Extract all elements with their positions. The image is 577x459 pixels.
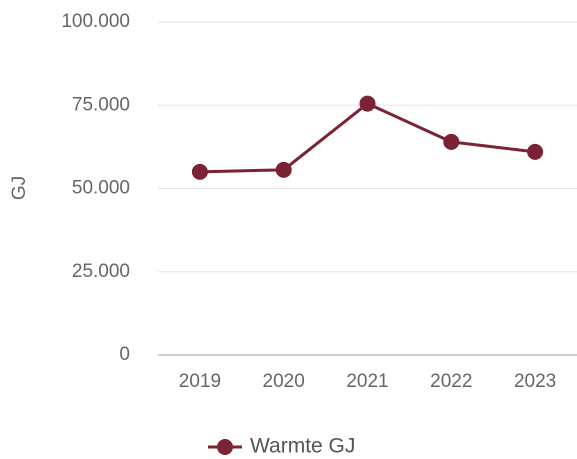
legend-label: Warmte GJ xyxy=(250,435,355,458)
legend-marker xyxy=(217,439,233,455)
point xyxy=(527,143,544,160)
x-tick-label: 2022 xyxy=(430,371,472,392)
y-tick-label: 0 xyxy=(119,344,130,365)
y-tick-label: 50.000 xyxy=(72,178,130,199)
line xyxy=(199,101,536,174)
x-tick-label: 2019 xyxy=(179,371,221,392)
point xyxy=(359,95,376,112)
y-tick-label: 25.000 xyxy=(72,261,130,282)
point xyxy=(443,133,460,150)
y-axis-label: GJ xyxy=(9,176,30,200)
x-tick-label: 2023 xyxy=(514,371,556,392)
y-tick-label: 75.000 xyxy=(72,94,130,115)
point xyxy=(191,163,208,180)
x-tick-label: 2020 xyxy=(263,371,305,392)
x-tick-label: 2021 xyxy=(346,371,388,392)
point xyxy=(275,161,292,178)
y-tick-label: 100.000 xyxy=(61,11,130,32)
